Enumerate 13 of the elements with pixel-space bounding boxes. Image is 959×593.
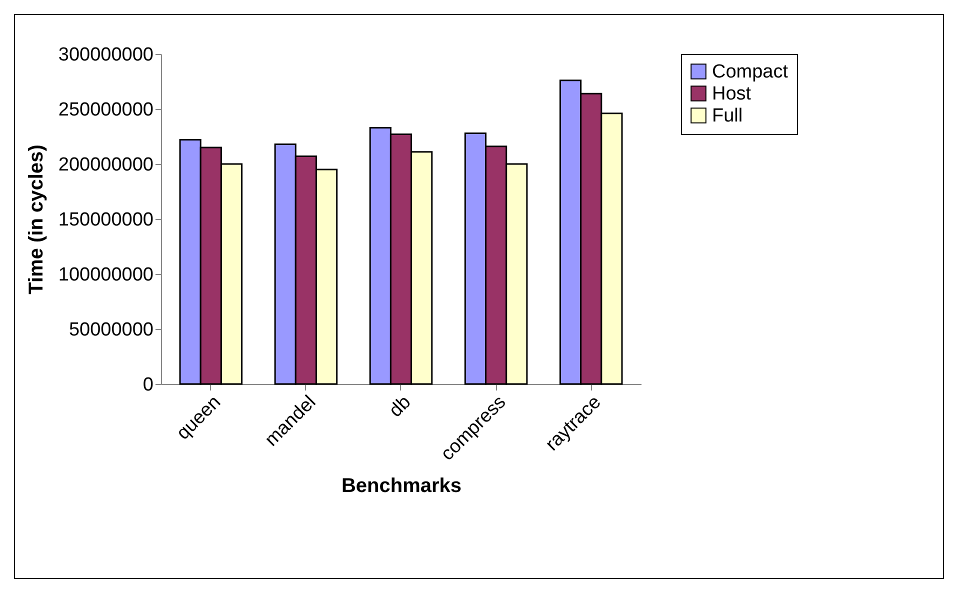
x-tick-label: db xyxy=(385,392,416,422)
legend-label: Host xyxy=(712,84,752,104)
y-axis-title: Time (in cycles) xyxy=(25,144,48,294)
legend-label: Compact xyxy=(712,62,789,82)
y-tick-label: 50000000 xyxy=(68,320,154,340)
y-tick-label: 200000000 xyxy=(58,154,154,176)
y-tick-label: 150000000 xyxy=(58,210,154,230)
x-axis-title: Benchmarks xyxy=(341,475,462,498)
y-tick-label: 250000000 xyxy=(58,100,154,120)
y-tick-label: 100000000 xyxy=(58,264,154,286)
legend-label: Full xyxy=(712,106,743,126)
y-tick-label: 0 xyxy=(142,374,154,396)
y-tick-label: 300000000 xyxy=(58,44,154,66)
